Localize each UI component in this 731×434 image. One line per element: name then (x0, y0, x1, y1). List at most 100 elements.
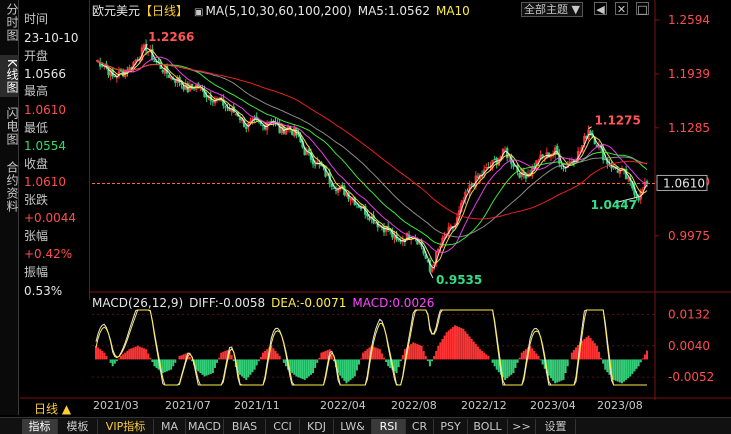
candle-body (447, 227, 450, 235)
candle-body (366, 213, 369, 217)
annotation-high-2: 1.1275 (595, 114, 641, 128)
candle-body (101, 65, 104, 67)
candle-body (566, 164, 569, 168)
candle-body (324, 165, 327, 177)
open-label: 开盘 (24, 49, 49, 63)
candle-body (401, 240, 405, 243)
tab-rsi[interactable]: RSI (372, 419, 406, 434)
period-button[interactable]: 日线 ▲ (34, 400, 71, 417)
x-tick-label: 2022/08 (391, 399, 437, 412)
tab-template[interactable]: 模板 (58, 419, 98, 434)
tab-flash[interactable]: 闪电图 (5, 106, 19, 146)
candle-body (205, 95, 208, 98)
tab-macd[interactable]: MACD (186, 419, 224, 434)
candle-body (610, 164, 613, 169)
candles-group (96, 39, 649, 274)
close-value: 1.0610 (24, 175, 66, 189)
annotation-high-1-pointer (145, 43, 148, 48)
tab-boll[interactable]: BOLL (468, 419, 508, 434)
candle-body (334, 189, 338, 192)
candle-body (313, 164, 317, 166)
candle-body (412, 236, 415, 239)
candle-body (518, 172, 521, 178)
period-label: 【日线】 (140, 4, 189, 18)
x-tick-label: 2023/04 (530, 399, 576, 412)
tab-psy[interactable]: PSY (434, 419, 468, 434)
ma-icon[interactable]: ▣ (194, 7, 204, 18)
candle-body (399, 240, 402, 243)
tab-vip-indicator[interactable]: VIP指标 (98, 419, 154, 434)
candle-body (343, 186, 346, 195)
candle-body (485, 167, 488, 169)
candle-body (330, 183, 334, 187)
candle-body (213, 99, 217, 104)
close-icon[interactable]: ✕ (615, 2, 628, 16)
tab-contract-info[interactable]: 合约资料 (5, 161, 19, 213)
candle-body (222, 99, 225, 106)
symbol-name: 欧元美元 (92, 4, 141, 18)
candle-body (407, 234, 411, 240)
annotation-high-1: 1.2266 (148, 30, 194, 44)
ma5-value: MA5:1.0562 (357, 4, 430, 18)
candle-body (508, 155, 511, 157)
tab-indicator[interactable]: 指标 (22, 419, 58, 434)
candle-body (470, 184, 473, 186)
tab-kdj[interactable]: KDJ (300, 419, 334, 434)
collapse-icon[interactable]: ◀ (594, 2, 607, 16)
tab-kline[interactable]: K线图 (0, 55, 19, 97)
candle-body (570, 161, 574, 163)
candle-body (439, 246, 442, 248)
annotation-high-2-pointer (588, 126, 592, 130)
chevron-up-icon: ▲ (61, 402, 72, 416)
candle-body (199, 86, 202, 89)
candle-body (505, 148, 509, 158)
tab-cci[interactable]: CCI (266, 419, 300, 434)
current-price-label: 1.0610 (663, 176, 705, 190)
candle-body (556, 145, 559, 155)
more-tabs-button[interactable]: >> (508, 419, 536, 434)
candle-body (637, 198, 640, 201)
candle-body (134, 59, 137, 62)
ma30-line (95, 56, 648, 253)
candle-body (627, 176, 630, 180)
candle-body (234, 113, 238, 115)
candle-body (316, 161, 319, 165)
tab-bias[interactable]: BIAS (224, 419, 266, 434)
candle-body (361, 206, 365, 208)
candle-body (142, 44, 146, 49)
x-tick-label: 2021/03 (93, 399, 139, 412)
candle-body (357, 205, 361, 208)
candle-body (437, 248, 440, 252)
candle-body (253, 118, 256, 120)
amp-value: 0.53% (24, 284, 63, 298)
candle-body (270, 121, 273, 123)
candle-body (591, 134, 594, 137)
tab-timeshare[interactable]: 分时图 (5, 2, 19, 42)
candle-body (551, 153, 555, 155)
candle-body (265, 124, 269, 130)
candle-body (631, 181, 634, 189)
candle-body (286, 125, 290, 131)
candle-body (203, 89, 206, 98)
tab-cr[interactable]: CR (406, 419, 434, 434)
macd-name: MACD(26,12,9) (92, 296, 184, 310)
maximize-icon[interactable]: □ (636, 2, 649, 16)
candle-body (238, 117, 242, 120)
tab-lw[interactable]: LW& (334, 419, 372, 434)
settings-button[interactable]: 设置 (536, 419, 576, 434)
theme-select-button[interactable]: 全部主题 ▼ (521, 2, 583, 17)
candle-body (240, 118, 244, 122)
candle-body (418, 241, 421, 244)
macd-diff: DIFF:-0.0058 (189, 296, 266, 310)
candle-body (460, 202, 463, 212)
candle-body (293, 127, 296, 137)
candle-body (560, 164, 563, 168)
price-chart[interactable]: 1.25941.19391.12851.06300.99751.06101.22… (0, 0, 731, 400)
candle-body (188, 84, 192, 92)
tab-ma[interactable]: MA (154, 419, 186, 434)
candle-body (558, 153, 561, 164)
candle-body (305, 150, 308, 155)
candle-body (487, 167, 490, 169)
candle-body (422, 247, 425, 254)
candle-body (224, 106, 227, 108)
